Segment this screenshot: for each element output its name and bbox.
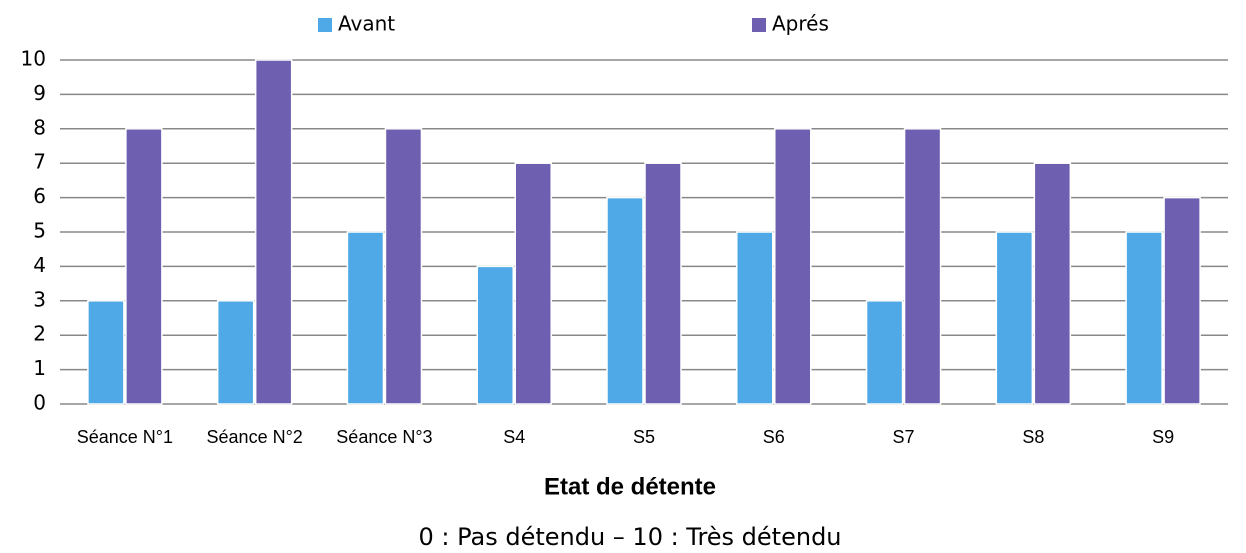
bar xyxy=(995,231,1034,405)
bar xyxy=(644,162,682,405)
x-tick-label: Séance N°2 xyxy=(207,427,303,447)
bar xyxy=(216,300,255,405)
bar xyxy=(384,128,423,405)
y-tick-label: 10 xyxy=(21,47,46,71)
y-tick-label: 6 xyxy=(33,184,46,208)
x-tick-label: S7 xyxy=(893,427,915,447)
subtitle: 0 : Pas détendu – 10 : Très détendu xyxy=(418,523,841,551)
x-tick-label: S9 xyxy=(1152,427,1174,447)
bar xyxy=(346,231,385,405)
y-tick-label: 4 xyxy=(33,253,46,277)
y-tick-label: 7 xyxy=(33,150,46,174)
x-tick-label: S4 xyxy=(503,427,525,447)
bar xyxy=(865,300,904,405)
y-tick-label: 3 xyxy=(33,287,46,311)
x-axis-title: Etat de détente xyxy=(544,473,716,500)
legend-label: Avant xyxy=(338,12,395,36)
legend-label: Aprés xyxy=(772,12,829,36)
bar xyxy=(254,59,293,405)
y-tick-label: 8 xyxy=(33,115,46,139)
y-tick-label: 2 xyxy=(33,322,46,346)
bar xyxy=(1033,162,1072,405)
bar xyxy=(87,300,125,405)
bar xyxy=(1163,196,1201,405)
y-tick-label: 9 xyxy=(33,81,46,105)
bar xyxy=(125,128,163,405)
x-tick-label: S6 xyxy=(763,427,785,447)
legend-swatch xyxy=(752,18,766,32)
x-tick-label: S8 xyxy=(1022,427,1044,447)
y-tick-label: 1 xyxy=(33,356,46,380)
bar xyxy=(514,162,552,405)
bar xyxy=(774,128,812,405)
y-tick-label: 0 xyxy=(33,391,46,415)
bar xyxy=(903,128,942,405)
bar xyxy=(476,265,514,405)
x-tick-label: Séance N°1 xyxy=(77,427,173,447)
legend-swatch xyxy=(318,18,332,32)
x-tick-label: S5 xyxy=(633,427,655,447)
y-tick-label: 5 xyxy=(33,219,46,243)
bar xyxy=(736,231,774,405)
x-tick-label: Séance N°3 xyxy=(336,427,432,447)
bar xyxy=(606,196,644,405)
bar xyxy=(1125,231,1163,405)
